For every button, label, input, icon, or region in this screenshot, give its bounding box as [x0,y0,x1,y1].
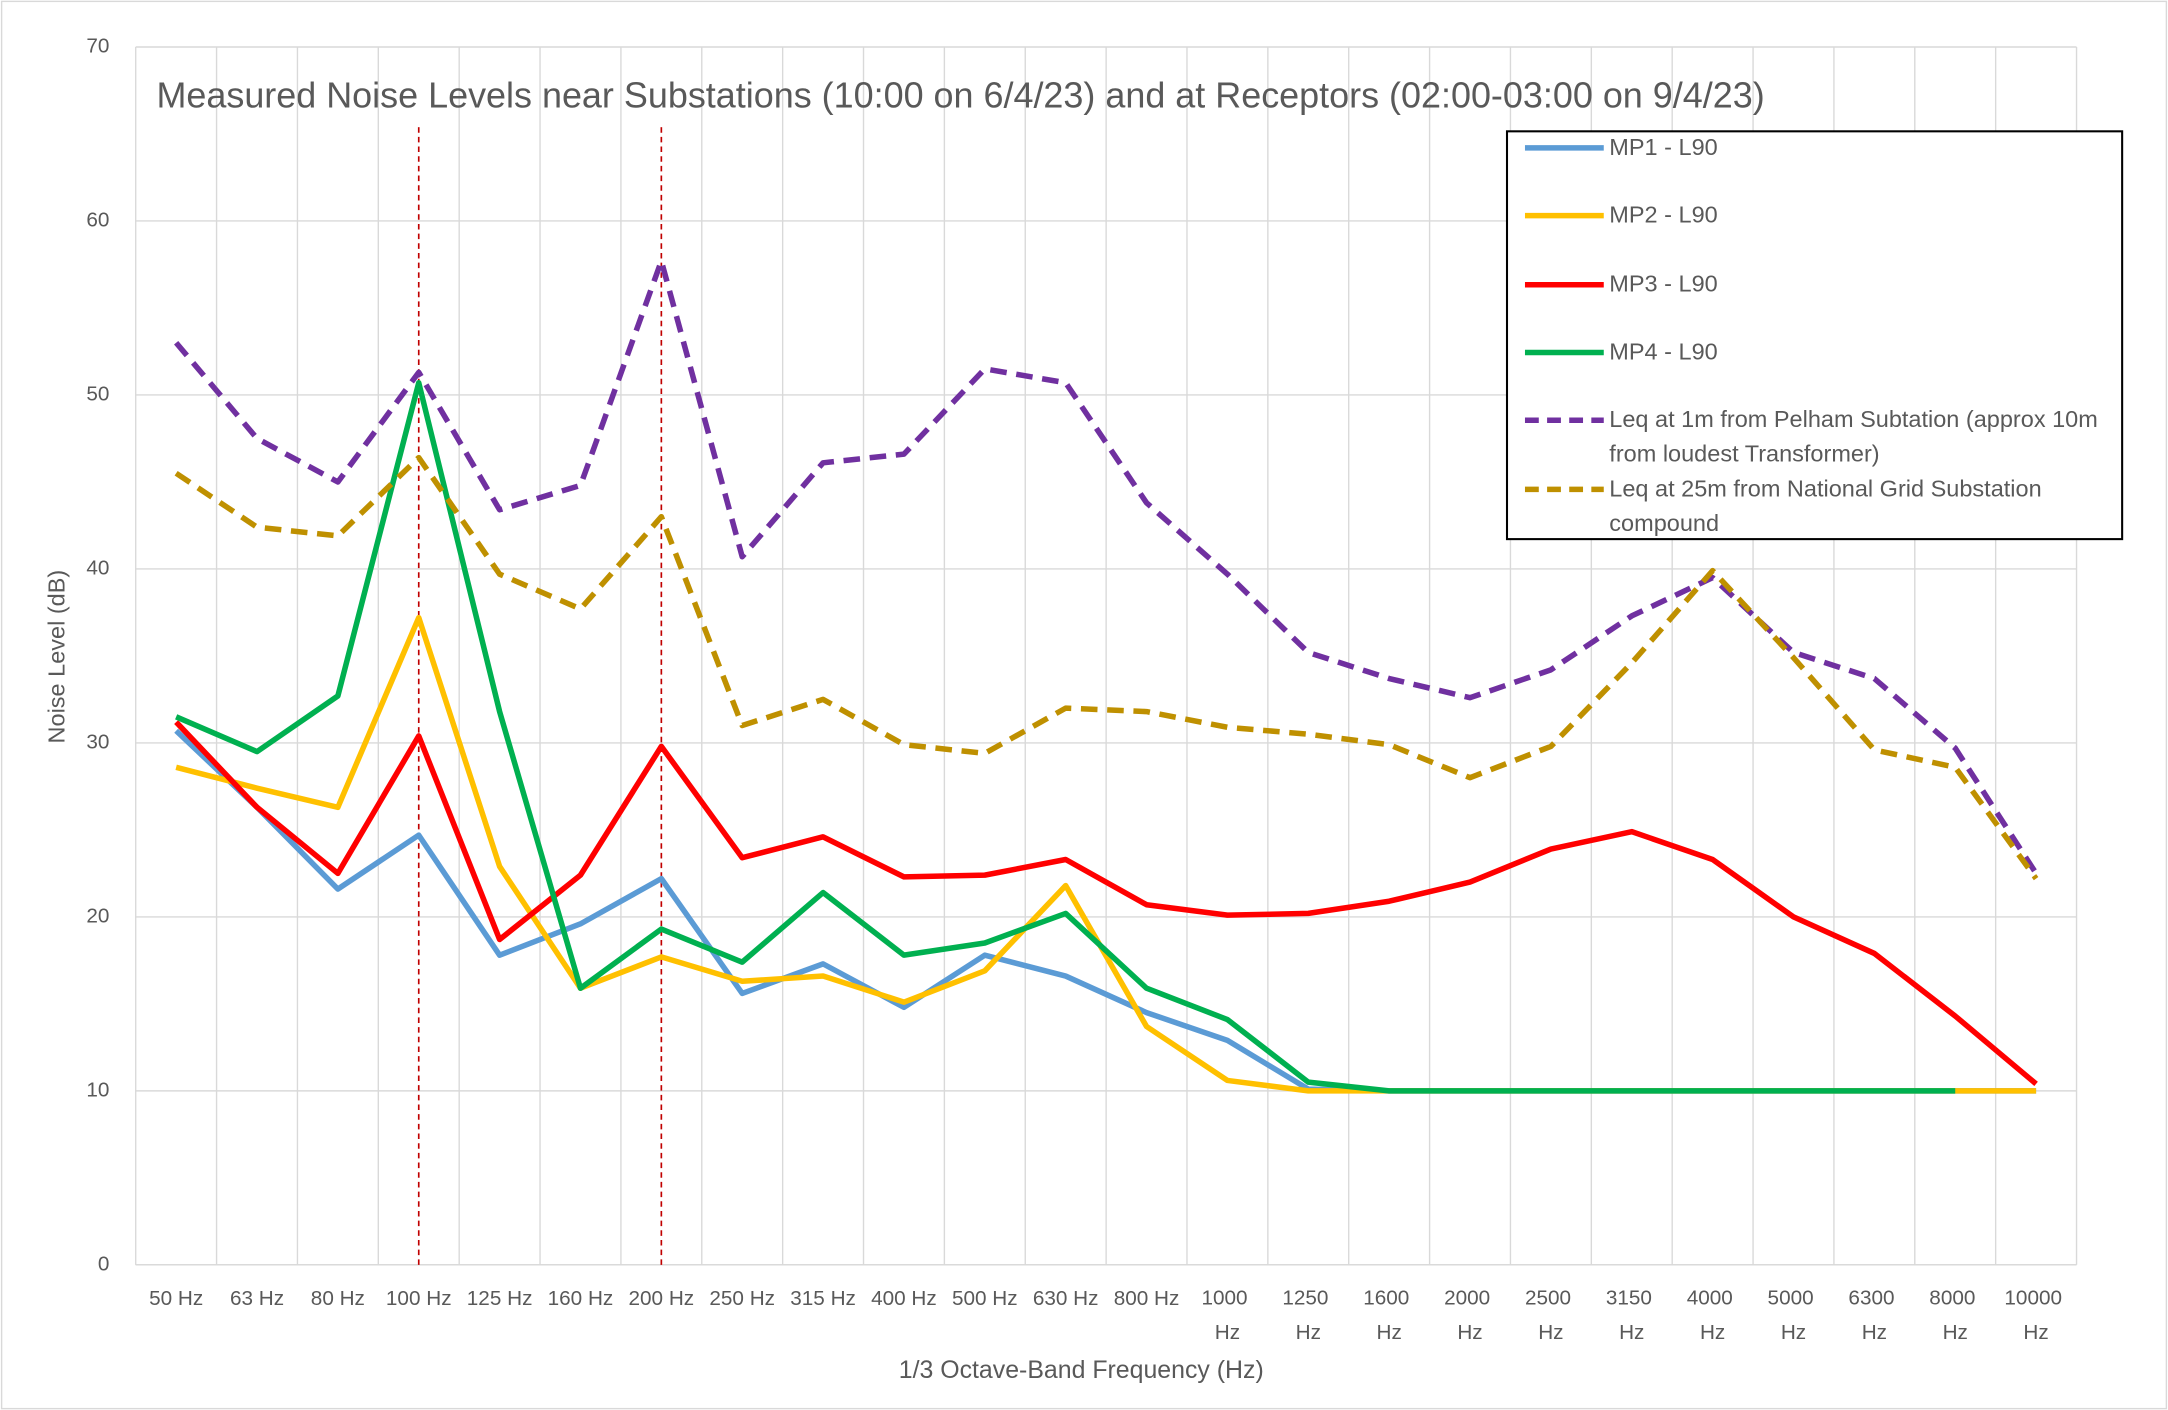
y-tick-label: 20 [86,904,109,927]
x-tick-label: 800 Hz [1114,1287,1180,1310]
x-tick-label: 2000 Hz [1444,1287,1496,1345]
x-tick-label: 630 Hz [1033,1287,1099,1310]
y-axis-label: Noise Level (dB) [43,570,69,744]
x-axis-label: 1/3 Octave-Band Frequency (Hz) [899,1356,1264,1384]
x-tick-label: 50 Hz [149,1287,203,1310]
legend-label: Leq at 25m from National Grid Substation… [1609,475,2042,537]
legend-entry: Leq at 25m from National Grid Substation… [1609,475,2042,537]
x-tick-label: 3150 Hz [1606,1287,1658,1345]
legend-entry: MP3 - L90 [1609,270,1718,298]
x-tick-label: 160 Hz [548,1287,614,1310]
x-tick-label: 1000 Hz [1201,1287,1253,1345]
x-tick-label: 2500 Hz [1525,1287,1577,1345]
y-tick-label: 50 [86,382,109,405]
x-tick-label: 4000 Hz [1687,1287,1739,1345]
x-tick-label: 315 Hz [790,1287,856,1310]
series-line [174,720,2038,1087]
x-tick-label: 10000 Hz [2004,1287,2067,1345]
x-tick-label: 1600 Hz [1363,1287,1415,1345]
legend-label: Leq at 1m from Pelham Subtation (approx … [1609,406,2098,468]
x-tick-label: 63 Hz [230,1287,284,1310]
legend-label: MP2 - L90 [1609,201,1718,229]
legend-entry: Leq at 1m from Pelham Subtation (approx … [1609,406,2098,468]
y-tick-label: 30 [86,730,109,753]
y-tick-label: 10 [86,1078,109,1101]
x-tick-label: 6300 Hz [1848,1287,1900,1345]
legend: MP1 - L90 MP2 - L90 MP3 - L90 MP4 - L90 Leq … [1524,134,2098,537]
x-tick-label: 250 Hz [709,1287,775,1310]
legend-entry: MP4 - L90 [1609,338,1718,365]
y-tick-label: 60 [86,208,109,231]
x-tick-label: 200 Hz [629,1287,695,1310]
y-tick-label: 40 [86,556,109,579]
x-tick-label: 400 Hz [871,1287,937,1310]
x-tick-label: 125 Hz [467,1287,533,1310]
series-line [174,454,2039,881]
legend-entry: MP1 - L90 [1609,134,1718,161]
y-tick-label: 70 [86,34,109,57]
legend-label: MP4 - L90 [1609,338,1718,365]
plot [174,127,2039,1265]
x-tick-label: 8000 Hz [1929,1287,1981,1345]
series-line [174,258,2039,875]
x-tick-label: 5000 Hz [1768,1287,1820,1345]
x-tick-label: 80 Hz [311,1287,365,1310]
legend-label: MP1 - L90 [1609,134,1718,161]
legend-label: MP3 - L90 [1609,270,1718,298]
x-tick-label: 100 Hz [386,1287,452,1310]
chart-title: Measured Noise Levels near Substations (… [156,75,1764,116]
x-tick-label: 1250 Hz [1282,1287,1334,1345]
legend-entry: MP2 - L90 [1609,201,1718,229]
x-tick-label: 500 Hz [952,1287,1018,1310]
y-tick-label: 0 [98,1252,110,1275]
series-line [175,380,1956,1094]
legend-box [1505,130,2124,541]
